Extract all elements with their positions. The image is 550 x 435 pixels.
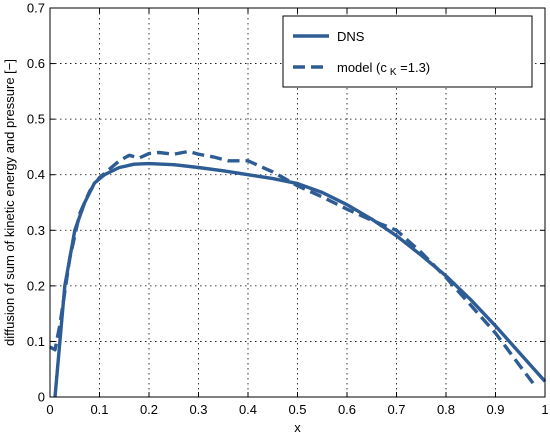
- y-tick-label: 0.3: [27, 223, 45, 238]
- legend-label-model: model (c K =1.3): [337, 60, 430, 78]
- y-axis-label: diffusion of sum of kinetic energy and p…: [2, 59, 17, 346]
- y-tick-label: 0: [38, 390, 45, 405]
- x-tick-label: 0.4: [239, 402, 257, 417]
- series-line-model: [49, 149, 537, 387]
- legend-label-model-subscript: K: [390, 67, 397, 78]
- x-tick-label: 0.1: [90, 402, 108, 417]
- x-tick-label: 0.6: [338, 402, 356, 417]
- x-tick-label: 0.5: [288, 402, 306, 417]
- x-tick-label: 0: [46, 402, 53, 417]
- y-tick-label: 0.6: [27, 56, 45, 71]
- x-tick-label: 0.2: [140, 402, 158, 417]
- axis-ticks: [49, 7, 546, 398]
- x-tick-label: 0.8: [437, 402, 455, 417]
- y-tick-label: 0.4: [27, 167, 45, 182]
- legend-box: [282, 15, 533, 88]
- legend-label-dns: DNS: [337, 29, 365, 44]
- y-tick-label: 0.7: [27, 1, 45, 16]
- x-tick-label: 0.9: [486, 402, 504, 417]
- x-tick-label: 0.7: [387, 402, 405, 417]
- y-tick-label: 0.5: [27, 112, 45, 127]
- x-tick-label: 0.3: [189, 402, 207, 417]
- plot-series: [49, 149, 547, 398]
- y-tick-label: 0.1: [27, 334, 45, 349]
- y-tick-label: 0.2: [27, 278, 45, 293]
- x-tick-label: 1: [541, 402, 548, 417]
- legend-label-model-part-1: model (c: [337, 60, 387, 75]
- x-axis-label: x: [294, 420, 301, 435]
- tick-labels: 0 0.1 0.2 0.3 0.4 0.5 0.6 0.7 0.8 0.9 1 0 0.1 0.2 0.3 0…: [27, 1, 549, 418]
- series-line-dns: [53, 161, 547, 398]
- legend: DNS model (c K =1.3): [282, 15, 533, 88]
- legend-label-model-part-2: =1.3): [397, 60, 431, 75]
